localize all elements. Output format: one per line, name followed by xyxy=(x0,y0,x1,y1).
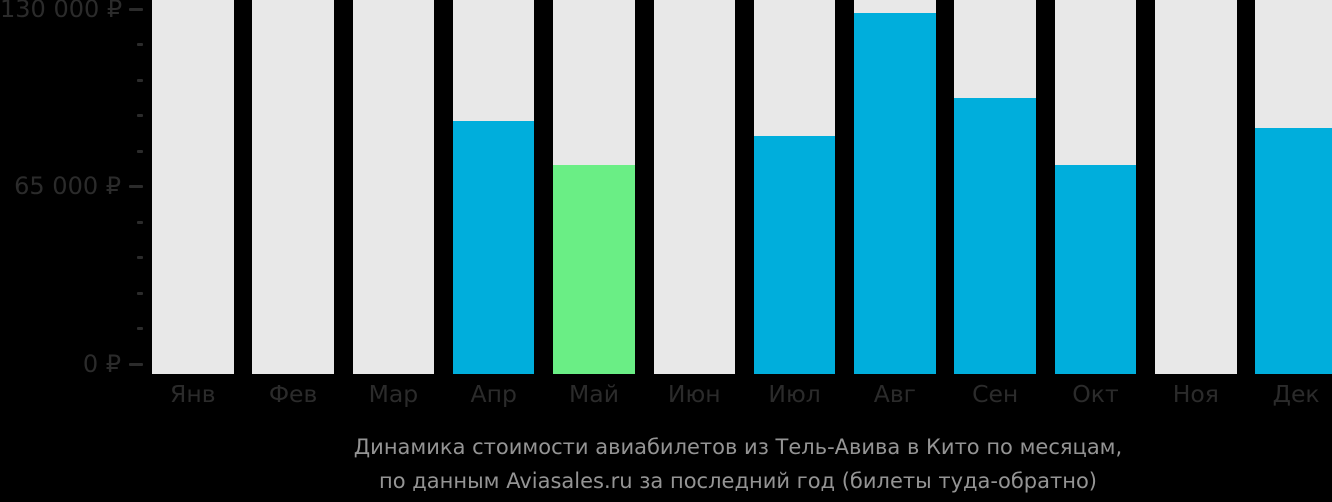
x-axis-label-Июн: Июн xyxy=(667,380,721,408)
chart-title: Динамика стоимости авиабилетов из Тель-А… xyxy=(152,430,1324,498)
chart-title-line1: Динамика стоимости авиабилетов из Тель-А… xyxy=(353,435,1123,459)
bar-column-Фев xyxy=(252,0,334,374)
minor-tick-13000 xyxy=(136,327,143,330)
bar-Сен[interactable] xyxy=(954,97,1036,374)
y-axis-label-65000: 65 000 ₽ xyxy=(14,172,121,200)
bar-column-Май xyxy=(553,0,635,374)
minor-tick-104000 xyxy=(136,78,143,82)
chart-title-line2: по данным Aviasales.ru за последний год … xyxy=(379,469,1097,493)
plot-area xyxy=(152,0,1332,374)
bar-column-Дек xyxy=(1255,0,1332,374)
x-axis-label-Мар: Мар xyxy=(368,380,419,408)
x-axis-label-Июл: Июл xyxy=(768,380,821,408)
x-axis-label-Апр: Апр xyxy=(470,380,517,408)
x-axis-label-Авг: Авг xyxy=(873,380,917,408)
major-tick-65000 xyxy=(129,185,143,188)
minor-tick-91000 xyxy=(136,114,143,117)
minor-tick-39000 xyxy=(136,256,143,259)
major-tick-0 xyxy=(129,362,143,366)
bar-column-Апр xyxy=(452,0,535,374)
x-axis-label-Дек: Дек xyxy=(1272,380,1320,408)
x-axis-label-Окт: Окт xyxy=(1072,380,1119,408)
bar-column-Окт xyxy=(1054,0,1137,374)
bar-column-Ноя xyxy=(1155,0,1237,374)
minor-tick-52000 xyxy=(136,220,143,224)
y-axis-label-0: 0 ₽ xyxy=(82,350,121,378)
bar-Апр[interactable] xyxy=(452,120,535,374)
bar-column-Сен xyxy=(954,0,1036,374)
bar-column-Июл xyxy=(753,0,836,374)
minor-tick-26000 xyxy=(136,291,143,295)
x-axis-label-Ноя: Ноя xyxy=(1172,380,1219,408)
bar-Дек[interactable] xyxy=(1255,127,1332,374)
minor-tick-78000 xyxy=(136,149,143,153)
x-axis-label-Фев: Фев xyxy=(268,380,318,408)
minor-tick-117000 xyxy=(136,43,143,46)
bar-column-Янв xyxy=(152,0,234,374)
bar-min-Май[interactable] xyxy=(553,164,635,374)
bar-column-Мар xyxy=(352,0,435,374)
x-axis-label-Сен: Сен xyxy=(972,380,1019,408)
bar-Июл[interactable] xyxy=(753,135,836,374)
y-axis-label-130000: 130 000 ₽ xyxy=(0,0,123,23)
bar-column-Июн xyxy=(653,0,736,374)
bar-Окт[interactable] xyxy=(1054,164,1137,374)
bar-Авг[interactable] xyxy=(854,13,936,374)
x-axis-label-Янв: Янв xyxy=(170,380,216,408)
x-axis-label-Май: Май xyxy=(569,380,619,408)
major-tick-130000 xyxy=(129,7,143,11)
bar-column-Авг xyxy=(854,0,936,374)
